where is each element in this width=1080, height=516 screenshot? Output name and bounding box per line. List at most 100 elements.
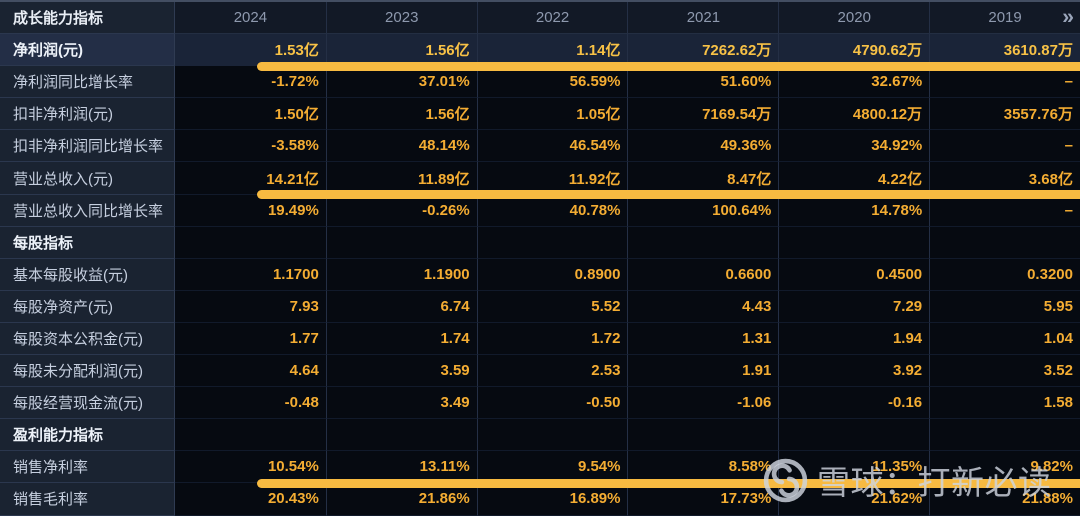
cell-value: 48.14% bbox=[325, 130, 477, 163]
cell-value: -0.48 bbox=[175, 387, 326, 420]
highlighted-table-row: 净利润(元) 1.53亿 1.56亿 1.14亿 7262.62万 4790.6… bbox=[0, 34, 1080, 71]
row-label: 销售净利率 bbox=[0, 451, 175, 484]
cell-value: 1.77 bbox=[175, 322, 326, 356]
cell-value: 9.54% bbox=[476, 451, 628, 484]
cell-value bbox=[325, 226, 477, 259]
cell-value bbox=[929, 419, 1080, 452]
cell-value: 1.50亿 bbox=[175, 98, 326, 131]
table-row: 销售毛利率 20.43% 21.86% 16.89% 17.73% 21.62%… bbox=[0, 483, 1080, 516]
cell-value: – bbox=[929, 194, 1080, 227]
row-label: 每股净资产(元) bbox=[0, 290, 175, 323]
section-header-row: 盈利能力指标 bbox=[0, 419, 1080, 452]
row-label: 营业总收入同比增长率 bbox=[0, 194, 175, 227]
cell-value: 7169.54万 bbox=[627, 98, 779, 131]
cell-value: 37.01% bbox=[325, 66, 477, 99]
cell-value: 3.68亿 bbox=[929, 162, 1080, 195]
year-column-header-2020: 2020 bbox=[778, 2, 930, 35]
cell-value: 11.35% bbox=[778, 451, 930, 484]
table-row: 营业总收入(元) 14.21亿 11.89亿 11.92亿 8.47亿 4.22… bbox=[0, 162, 1080, 200]
cell-value: 6.74 bbox=[325, 290, 477, 323]
cell-value: 4.22亿 bbox=[778, 162, 930, 195]
cell-value bbox=[325, 419, 477, 452]
cell-value: -0.50 bbox=[476, 387, 628, 420]
cell-value: 9.82% bbox=[929, 451, 1080, 484]
cell-value: 1.1700 bbox=[175, 258, 326, 291]
cell-value: 5.95 bbox=[929, 290, 1080, 323]
year-label: 2019 bbox=[988, 9, 1022, 27]
cell-value bbox=[175, 419, 326, 452]
year-column-header-2024: 2024 bbox=[175, 2, 326, 35]
cell-value: – bbox=[929, 66, 1080, 99]
table-row: 扣非净利润(元) 1.50亿 1.56亿 1.05亿 7169.54万 4800… bbox=[0, 98, 1080, 131]
cell-value: 16.89% bbox=[476, 483, 628, 516]
cell-value: 51.60% bbox=[627, 66, 779, 99]
row-label: 扣非净利润(元) bbox=[0, 98, 175, 131]
cell-value: 4790.62万 bbox=[778, 34, 930, 67]
cell-value: -0.26% bbox=[325, 194, 477, 227]
table-row: 每股经营现金流(元) -0.48 3.49 -0.50 -1.06 -0.16 … bbox=[0, 387, 1080, 420]
table-row: 每股资本公积金(元) 1.77 1.74 1.72 1.31 1.94 1.04 bbox=[0, 322, 1080, 356]
cell-value bbox=[476, 419, 628, 452]
more-years-chevron-icon[interactable]: » bbox=[1062, 5, 1074, 29]
cell-value bbox=[175, 226, 326, 259]
cell-value: 46.54% bbox=[476, 130, 628, 163]
cell-value: 1.56亿 bbox=[325, 34, 477, 67]
cell-value: 3610.87万 bbox=[929, 34, 1080, 67]
cell-value: 3.52 bbox=[929, 355, 1080, 388]
cell-value: 0.6600 bbox=[627, 258, 779, 291]
table-row: 净利润同比增长率 -1.72% 37.01% 56.59% 51.60% 32.… bbox=[0, 66, 1080, 99]
cell-value: 10.54% bbox=[175, 451, 326, 484]
cell-value: 21.62% bbox=[778, 483, 930, 516]
cell-value: 32.67% bbox=[778, 66, 930, 99]
cell-value: 1.94 bbox=[778, 322, 930, 356]
cell-value: 1.05亿 bbox=[476, 98, 628, 131]
table-row: 每股净资产(元) 7.93 6.74 5.52 4.43 7.29 5.95 bbox=[0, 290, 1080, 323]
cell-value: 1.58 bbox=[929, 387, 1080, 420]
cell-value: 1.74 bbox=[325, 322, 477, 356]
cell-value: 0.8900 bbox=[476, 258, 628, 291]
section-header-row: 每股指标 bbox=[0, 226, 1080, 259]
cell-value: 0.4500 bbox=[778, 258, 930, 291]
cell-value: 3.92 bbox=[778, 355, 930, 388]
cell-value: 5.52 bbox=[476, 290, 628, 323]
cell-value: 1.1900 bbox=[325, 258, 477, 291]
cell-value: 49.36% bbox=[627, 130, 779, 163]
cell-value bbox=[929, 226, 1080, 259]
cell-value: 2.53 bbox=[476, 355, 628, 388]
row-label: 每股经营现金流(元) bbox=[0, 387, 175, 420]
cell-value: 7.29 bbox=[778, 290, 930, 323]
cell-value: 21.86% bbox=[325, 483, 477, 516]
table-row: 基本每股收益(元) 1.1700 1.1900 0.8900 0.6600 0.… bbox=[0, 258, 1080, 291]
cell-value: 0.3200 bbox=[929, 258, 1080, 291]
cell-value: 3.59 bbox=[325, 355, 477, 388]
cell-value: 1.53亿 bbox=[175, 34, 326, 67]
cell-value: 17.73% bbox=[627, 483, 779, 516]
cell-value bbox=[627, 226, 779, 259]
cell-value: 11.92亿 bbox=[476, 162, 628, 195]
cell-value: 20.43% bbox=[175, 483, 326, 516]
row-label: 销售毛利率 bbox=[0, 483, 175, 516]
cell-value: 8.58% bbox=[627, 451, 779, 484]
row-label: 基本每股收益(元) bbox=[0, 258, 175, 291]
table-row: 销售净利率 10.54% 13.11% 9.54% 8.58% 11.35% 9… bbox=[0, 451, 1080, 488]
cell-value bbox=[778, 226, 930, 259]
table-row: 营业总收入同比增长率 19.49% -0.26% 40.78% 100.64% … bbox=[0, 194, 1080, 227]
cell-value: 1.04 bbox=[929, 322, 1080, 356]
cell-value: 4800.12万 bbox=[778, 98, 930, 131]
row-label: 净利润(元) bbox=[0, 34, 175, 67]
cell-value: 14.78% bbox=[778, 194, 930, 227]
cell-value: 1.72 bbox=[476, 322, 628, 356]
cell-value: 40.78% bbox=[476, 194, 628, 227]
row-label: 每股未分配利润(元) bbox=[0, 355, 175, 388]
year-column-header-2023: 2023 bbox=[325, 2, 477, 35]
row-label: 扣非净利润同比增长率 bbox=[0, 130, 175, 163]
cell-value: 56.59% bbox=[476, 66, 628, 99]
table-header-row: 成长能力指标 2024 2023 2022 2021 2020 2019 » bbox=[0, 2, 1080, 35]
cell-value: 3557.76万 bbox=[929, 98, 1080, 131]
cell-value: – bbox=[929, 130, 1080, 163]
cell-value: 7.93 bbox=[175, 290, 326, 323]
cell-value: -1.72% bbox=[175, 66, 326, 99]
cell-value: 1.31 bbox=[627, 322, 779, 356]
cell-value: 1.56亿 bbox=[325, 98, 477, 131]
year-column-header-2022: 2022 bbox=[476, 2, 628, 35]
